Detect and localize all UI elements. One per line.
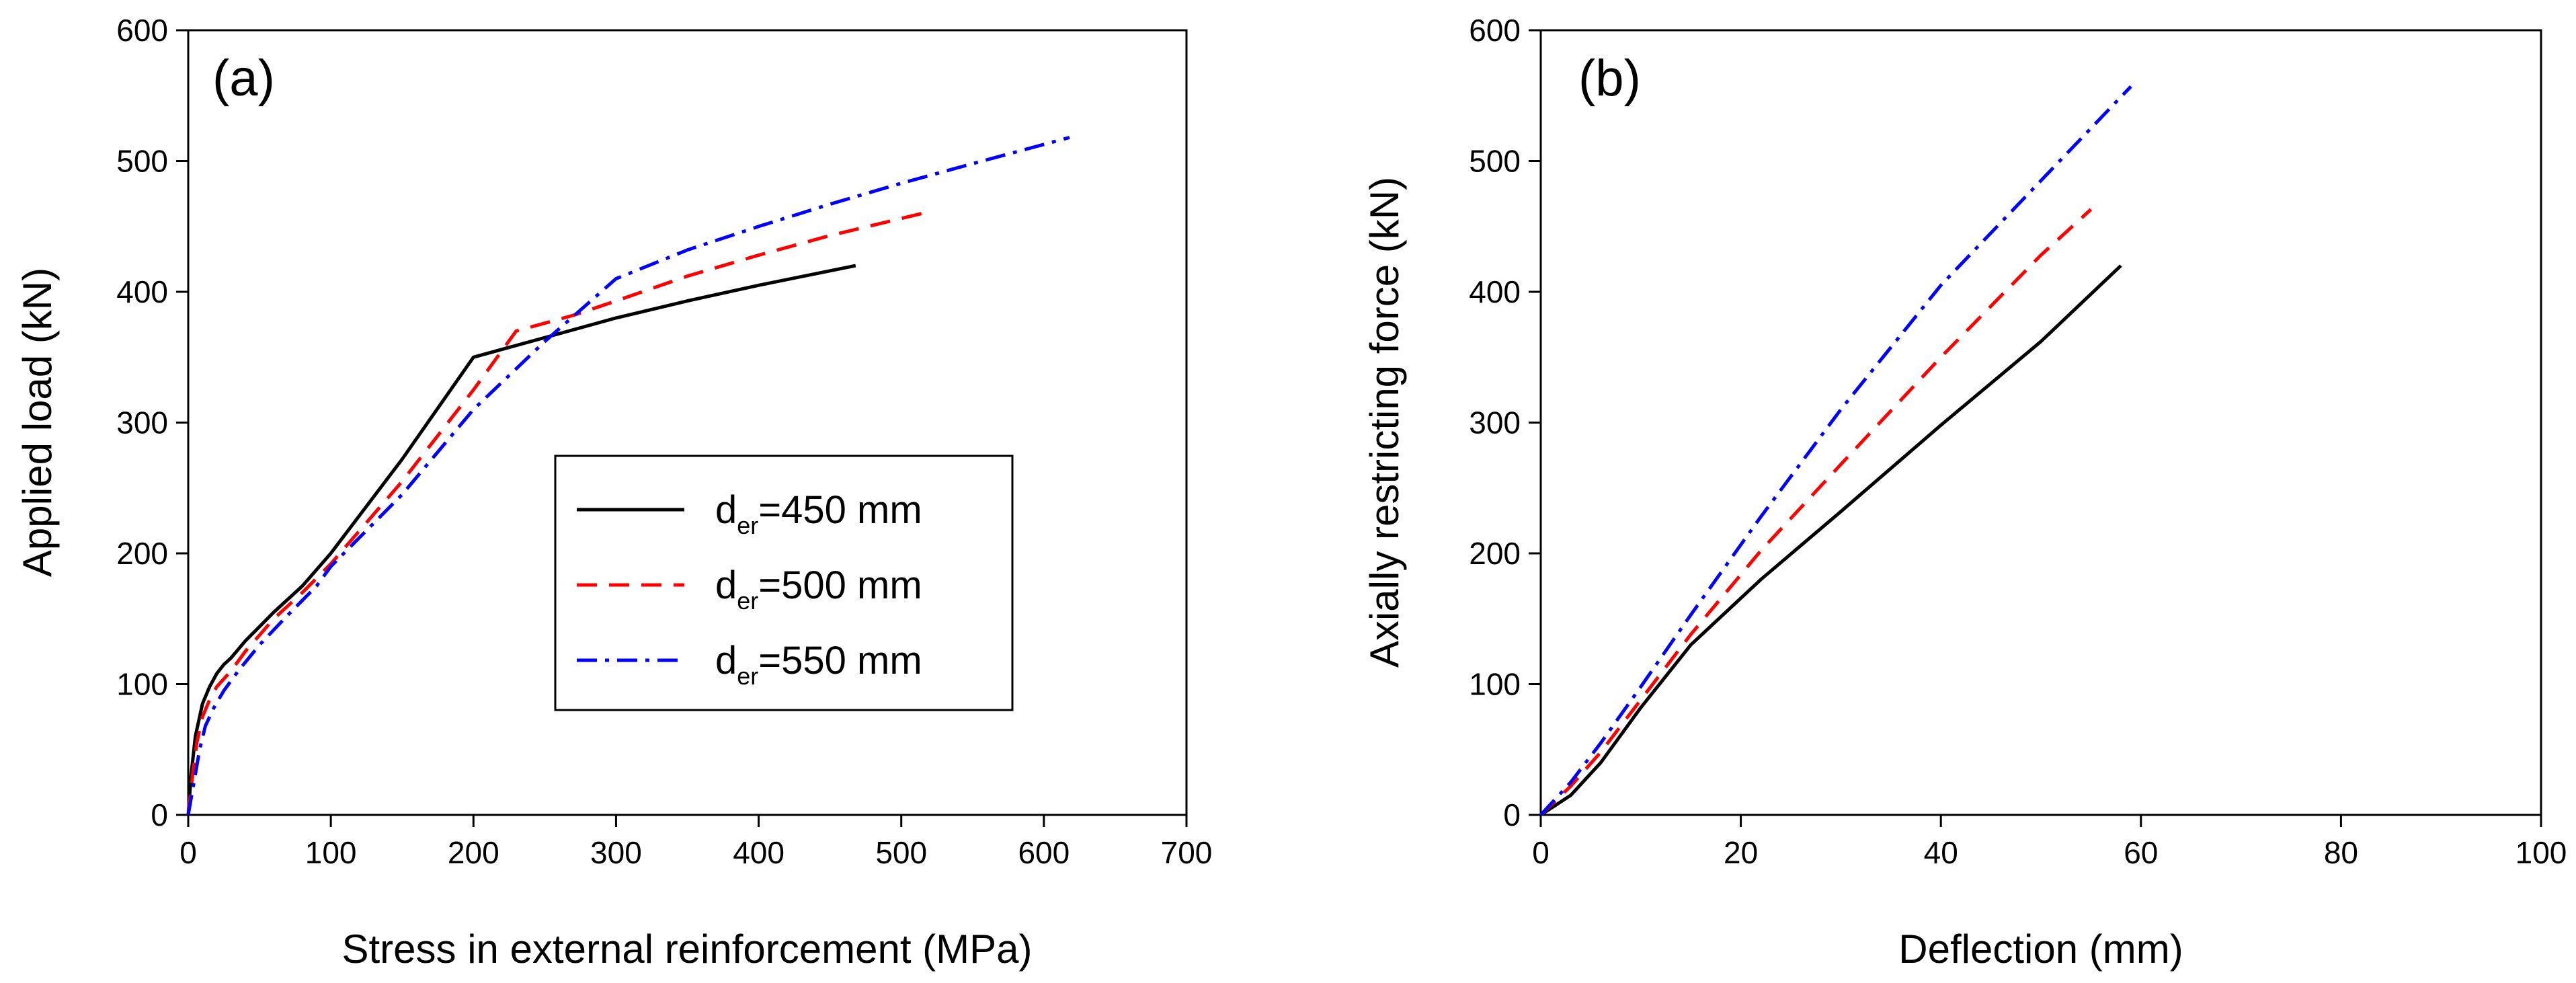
panel-a: 0 100 200 300 400 500 600 700 0 100 200 300 400 500 60… xyxy=(15,13,1212,972)
panel-b-y-tick-label: 300 xyxy=(1469,405,1521,440)
panel-a-y-tick-label: 200 xyxy=(116,536,168,571)
panel-a-y-tick-label: 500 xyxy=(116,144,168,179)
panel-b-series-line-0 xyxy=(1539,264,2122,817)
panel-a-y-axis-title: Applied load (kN) xyxy=(15,268,60,577)
panel-b-series-line-2 xyxy=(1539,85,2132,816)
panel-a-x-tick-label: 0 xyxy=(179,835,197,870)
panel-b-y-tick-label: 100 xyxy=(1469,667,1521,702)
panel-b-x-tick-label: 0 xyxy=(1532,835,1549,870)
panel-b-x-tick-label: 20 xyxy=(1724,835,1758,870)
panel-b-series xyxy=(1539,85,2132,817)
panel-a-series-line-2 xyxy=(186,136,1070,816)
panel-a-y-tick-label: 0 xyxy=(151,797,168,832)
legend-entry: der=450 mm xyxy=(577,488,922,539)
legend-label-450: der=450 mm xyxy=(715,488,922,539)
legend-box xyxy=(554,455,1014,711)
panel-a-y-tick-label: 100 xyxy=(116,667,168,702)
panel-b-frame xyxy=(1539,29,2542,816)
panel-a-x-tick-label: 600 xyxy=(1018,835,1070,870)
panel-b: 0 20 40 60 80 100 0 100 200 300 400 500 600 (b) Defl… xyxy=(1362,13,2567,972)
panel-b-y-tick-label: 500 xyxy=(1469,144,1521,179)
panel-a-x-tick-label: 300 xyxy=(590,835,642,870)
panel-a-x-tick-label: 400 xyxy=(733,835,784,870)
panel-b-y-tick-label: 0 xyxy=(1503,797,1521,832)
panel-a-y-tick-label: 300 xyxy=(116,405,168,440)
panel-b-x-tick-label: 40 xyxy=(1924,835,1958,870)
panel-a-series xyxy=(186,136,1070,816)
panel-a-x-axis-title: Stress in external reinforcement (MPa) xyxy=(341,927,1032,972)
legend: der=450 mm der=500 mm der=550 mm xyxy=(554,455,1014,711)
legend-entry: der=500 mm xyxy=(577,563,922,615)
panel-b-axes: 0 20 40 60 80 100 0 100 200 300 400 500 600 xyxy=(1469,13,2567,870)
panel-a-y-tick-label: 400 xyxy=(116,274,168,309)
legend-label-550: der=550 mm xyxy=(715,639,922,690)
panel-a-series-line-1 xyxy=(186,211,924,816)
panel-a-x-tick-label: 500 xyxy=(875,835,927,870)
panel-b-x-tick-label: 60 xyxy=(2124,835,2158,870)
panel-a-label: (a) xyxy=(212,50,275,107)
panel-b-x-axis-title: Deflection (mm) xyxy=(1898,927,2183,972)
panel-a-x-tick-label: 100 xyxy=(305,835,357,870)
panel-b-label: (b) xyxy=(1578,50,1641,107)
panel-a-x-tick-label: 200 xyxy=(448,835,499,870)
panel-b-series-line-1 xyxy=(1539,208,2093,816)
legend-entry: der=550 mm xyxy=(577,639,922,690)
panel-a-y-tick-label: 600 xyxy=(116,13,168,48)
panel-b-x-tick-label: 80 xyxy=(2324,835,2358,870)
panel-b-y-tick-label: 600 xyxy=(1469,13,1521,48)
panel-a-series-line-0 xyxy=(186,264,856,816)
panel-b-y-tick-label: 400 xyxy=(1469,274,1521,309)
panel-b-x-tick-label: 100 xyxy=(2515,835,2567,870)
legend-label-500: der=500 mm xyxy=(715,563,922,615)
panel-b-y-axis-title: Axially restricting force (kN) xyxy=(1362,177,1407,668)
panel-a-axes: 0 100 200 300 400 500 600 700 0 100 200 300 400 500 60… xyxy=(116,13,1212,870)
panel-a-x-tick-label: 700 xyxy=(1161,835,1213,870)
panel-b-y-tick-label: 200 xyxy=(1469,536,1521,571)
